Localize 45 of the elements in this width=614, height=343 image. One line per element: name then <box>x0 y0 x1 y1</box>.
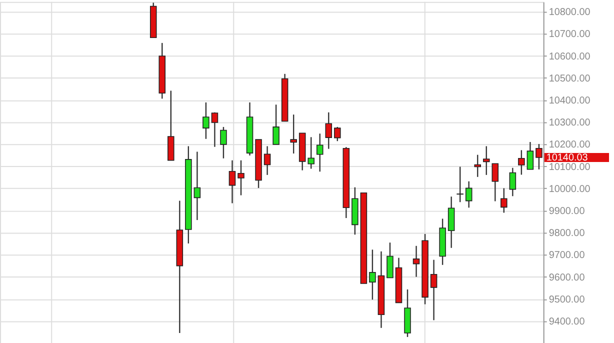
candlestick <box>456 166 464 203</box>
y-tick-label: 9500.00 <box>548 294 586 306</box>
candlestick <box>272 104 280 146</box>
candlestick <box>492 163 499 202</box>
candlestick <box>509 167 516 197</box>
candlestick <box>238 160 244 196</box>
candlestick <box>430 259 438 321</box>
y-tick-label: 10800.00 <box>548 7 591 18</box>
candlestick <box>325 112 332 150</box>
candlestick <box>202 102 210 140</box>
candlestick <box>228 160 236 204</box>
candlestick <box>386 242 394 278</box>
candlestick <box>448 196 455 248</box>
candlestick <box>290 114 297 154</box>
candlestick <box>211 112 218 148</box>
y-tick-label: 10000.00 <box>548 184 591 195</box>
y-tick-label: 10500.00 <box>548 73 591 84</box>
candlestick <box>168 90 174 161</box>
candlestick <box>194 151 201 221</box>
candlestick <box>264 146 271 176</box>
y-tick-label: 9700.00 <box>548 250 586 262</box>
candlestick <box>334 126 341 142</box>
y-tick-label: 9600.00 <box>548 272 586 284</box>
candlestick <box>518 150 525 176</box>
y-tick-label: 10700.00 <box>548 29 591 40</box>
candlestick <box>465 180 472 208</box>
y-tick-label: 9900.00 <box>548 206 586 218</box>
candlestick <box>220 126 227 159</box>
candlestick <box>536 143 542 170</box>
y-tick-label: 9400.00 <box>548 316 586 328</box>
candlestick <box>500 188 508 214</box>
candlestick <box>369 249 376 300</box>
candlestick <box>474 154 482 178</box>
candlestick <box>412 245 420 278</box>
y-tick-label: 10300.00 <box>548 118 591 129</box>
y-tick-label: 9800.00 <box>548 228 586 240</box>
y-tick-label: 10100.00 <box>548 162 591 173</box>
candlestick <box>308 136 314 170</box>
y-tick-label: 10600.00 <box>548 51 591 62</box>
candlestick <box>526 141 534 170</box>
candlestick <box>316 132 324 172</box>
y-tick-label: 10200.00 <box>548 140 591 151</box>
text: 10140.03 <box>546 152 588 164</box>
candlestick <box>482 146 490 176</box>
y-tick-label: 10400.00 <box>548 95 591 106</box>
